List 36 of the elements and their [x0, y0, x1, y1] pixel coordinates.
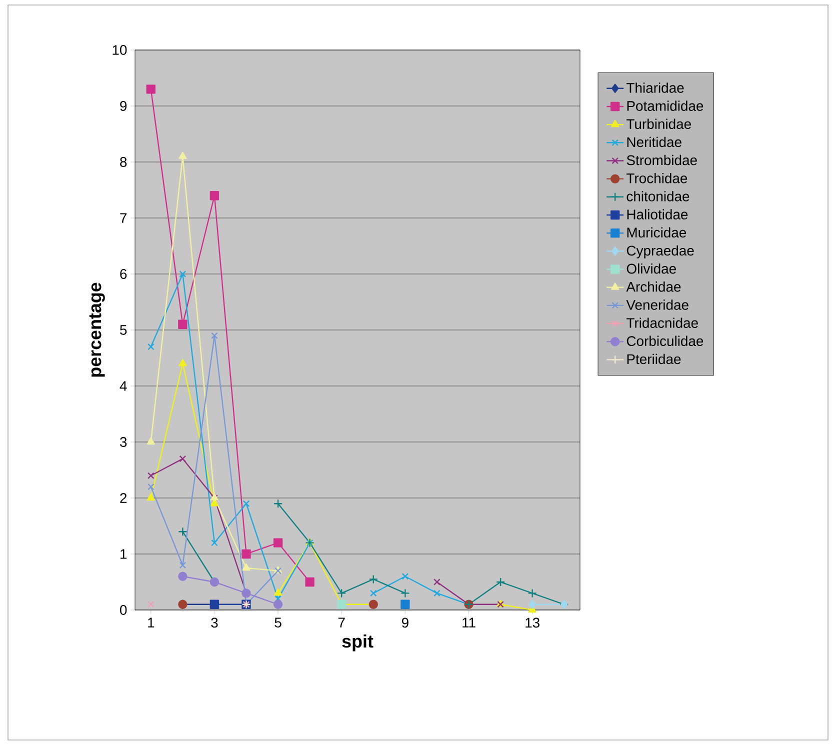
legend-label: Strombidae	[626, 154, 697, 166]
legend-label: Muricidae	[627, 227, 686, 238]
legend-label: Trochidae	[626, 173, 688, 184]
legend-label: Olividae	[626, 263, 676, 274]
y-tick-label: 2	[120, 493, 127, 503]
legend-label: Neritidae	[627, 136, 682, 148]
x-tick-label: 11	[462, 618, 476, 628]
x-axis-title: spit	[342, 634, 374, 652]
y-tick-label: 5	[120, 325, 127, 335]
legend-label: Archidae	[626, 282, 681, 292]
x-tick-label: 13	[526, 618, 540, 628]
legend-label: Potamididae	[627, 100, 704, 111]
y-axis-title: percentage	[89, 282, 105, 377]
y-tick-label: 1	[120, 549, 127, 559]
y-tick-label: 6	[120, 269, 127, 279]
x-tick-label: 3	[211, 618, 218, 628]
x-tick-label: 9	[402, 618, 408, 628]
y-tick-label: 3	[120, 437, 127, 447]
legend-label: Tridacnidae	[626, 318, 698, 328]
y-tick-label: 4	[120, 381, 127, 391]
legend-label: Haliotidae	[627, 209, 688, 220]
y-tick-label: 9	[120, 101, 127, 111]
legend-label: Turbinidae	[626, 118, 691, 130]
legend-label: chitonidae	[626, 191, 690, 202]
y-tick-label: 0	[120, 605, 127, 615]
y-tick-label: 10	[112, 45, 127, 55]
y-tick-label: 7	[120, 213, 127, 223]
legend-label: Thiaridae	[626, 82, 684, 93]
legend-label: Cypraedae	[626, 245, 694, 258]
legend-label: Pteriidae	[627, 354, 681, 364]
legend-label: Veneridae	[626, 300, 688, 310]
legend-label: Corbiculidae	[626, 336, 704, 346]
x-tick-label: 5	[274, 618, 282, 628]
x-tick-label: 7	[338, 618, 345, 628]
x-tick-label: 1	[148, 618, 154, 628]
y-tick-label: 8	[120, 157, 127, 167]
